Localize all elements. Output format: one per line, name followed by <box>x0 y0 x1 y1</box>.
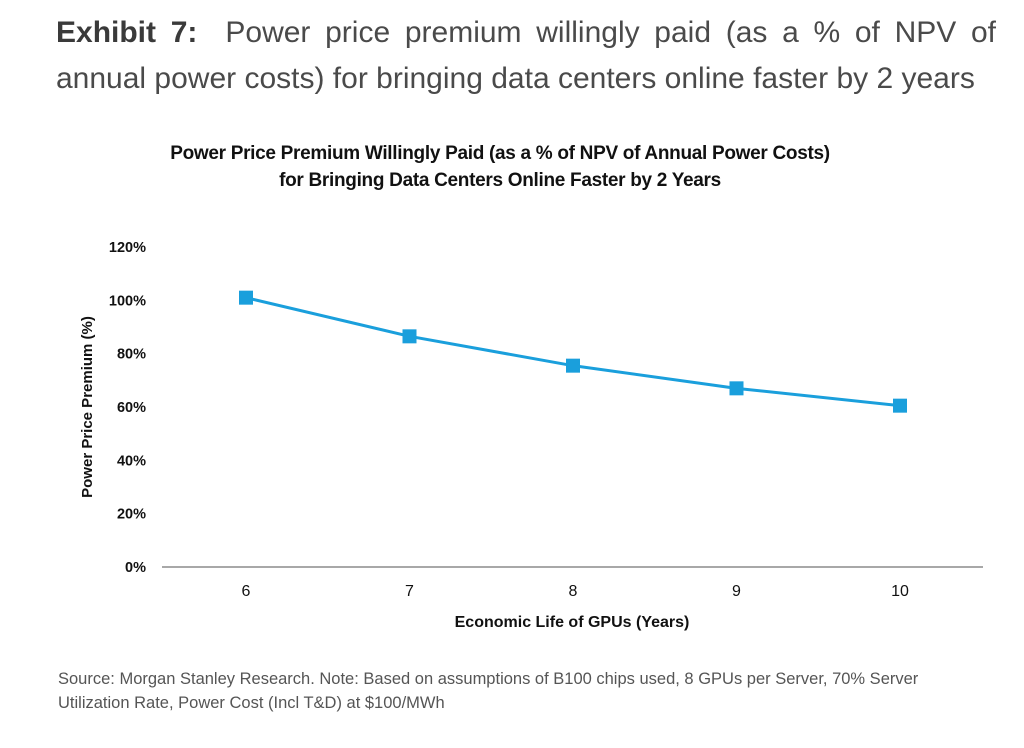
y-tick-label: 20% <box>117 507 146 523</box>
x-axis-ticks: 6 7 8 9 10 <box>242 583 909 600</box>
y-tick-label: 40% <box>117 453 146 469</box>
chart-title: Power Price Premium Willingly Paid (as a… <box>170 143 830 191</box>
data-point-marker <box>893 398 907 413</box>
y-axis-label: Power Price Premium (%) <box>79 316 96 498</box>
x-tick-label: 10 <box>891 583 909 600</box>
data-point-marker <box>402 329 417 344</box>
series-layer <box>239 290 907 413</box>
exhibit-title: Power price premium willingly paid (as a… <box>56 16 997 95</box>
data-point-marker <box>566 358 580 373</box>
data-point-marker <box>239 290 253 305</box>
x-axis-label: Economic Life of GPUs (Years) <box>455 614 690 631</box>
x-tick-label: 8 <box>569 583 578 600</box>
y-tick-label: 60% <box>117 400 146 416</box>
source-note: Source: Morgan Stanley Research. Note: B… <box>58 670 919 712</box>
y-tick-label: 80% <box>117 347 146 363</box>
x-tick-label: 6 <box>242 583 251 600</box>
exhibit-header: Exhibit 7: Power price premium willingly … <box>56 10 996 102</box>
x-tick-label: 7 <box>405 583 414 600</box>
y-tick-label: 100% <box>109 293 146 309</box>
data-point-marker <box>729 381 744 396</box>
exhibit-label: Exhibit 7: <box>56 16 198 49</box>
y-axis-ticks: 0% 20% 40% 60% 80% 100% 120% <box>109 240 146 576</box>
y-tick-label: 0% <box>125 560 146 576</box>
series-line <box>245 296 901 408</box>
y-tick-label: 120% <box>109 240 146 256</box>
x-tick-label: 9 <box>732 583 741 600</box>
